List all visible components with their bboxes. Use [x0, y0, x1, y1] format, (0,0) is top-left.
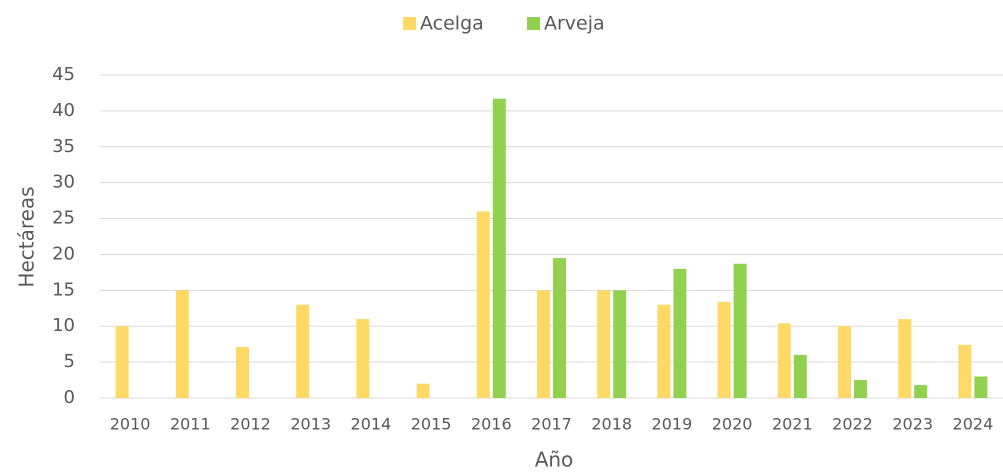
x-tick-label: 2014	[351, 415, 392, 434]
bar	[296, 304, 310, 398]
bar	[356, 319, 370, 398]
legend-label: Acelga	[420, 13, 484, 35]
y-tick-label: 5	[64, 351, 75, 372]
x-tick-label: 2010	[110, 415, 151, 434]
bar	[537, 290, 550, 398]
x-tick-label: 2012	[230, 415, 271, 434]
bar	[553, 258, 566, 398]
legend-swatch	[403, 17, 416, 30]
y-tick-label: 20	[52, 243, 75, 264]
bar	[974, 376, 988, 398]
x-tick-label: 2019	[652, 415, 693, 434]
bar	[673, 268, 687, 398]
bar	[597, 290, 611, 398]
bar	[175, 290, 189, 398]
x-tick-label: 2015	[411, 415, 452, 434]
bar	[898, 319, 912, 398]
legend-swatch	[527, 17, 540, 30]
y-tick-label: 10	[52, 315, 75, 336]
x-tick-label: 2013	[290, 415, 331, 434]
x-tick-label: 2016	[471, 415, 512, 434]
y-tick-label: 0	[64, 387, 75, 408]
bar	[717, 301, 731, 398]
bar	[492, 98, 506, 398]
x-tick-label: 2018	[591, 415, 632, 434]
y-tick-label: 25	[52, 208, 75, 229]
x-tick-label: 2024	[953, 415, 994, 434]
legend-label: Arveja	[544, 13, 605, 35]
bar	[236, 347, 249, 398]
bar	[914, 385, 928, 398]
y-tick-label: 35	[52, 136, 75, 157]
x-tick-label: 2017	[531, 415, 572, 434]
bar	[958, 344, 972, 398]
x-tick-label: 2011	[170, 415, 211, 434]
bar	[476, 211, 490, 398]
bar	[733, 263, 747, 398]
x-tick-label: 2023	[892, 415, 933, 434]
y-tick-label: 30	[52, 172, 75, 193]
x-axis-title: Año	[535, 448, 574, 472]
bar	[838, 326, 851, 398]
x-tick-label: 2022	[832, 415, 873, 434]
y-axis-title: Hectáreas	[15, 186, 39, 287]
bar	[613, 290, 627, 398]
bar	[657, 304, 671, 398]
bar	[416, 383, 430, 398]
bar	[115, 326, 129, 398]
bar	[793, 354, 807, 398]
x-tick-label: 2021	[772, 415, 813, 434]
bar	[854, 380, 867, 398]
y-tick-label: 15	[52, 279, 75, 300]
bar	[777, 323, 791, 398]
y-tick-label: 40	[52, 100, 75, 121]
y-tick-label: 45	[52, 64, 75, 85]
x-tick-label: 2020	[712, 415, 753, 434]
